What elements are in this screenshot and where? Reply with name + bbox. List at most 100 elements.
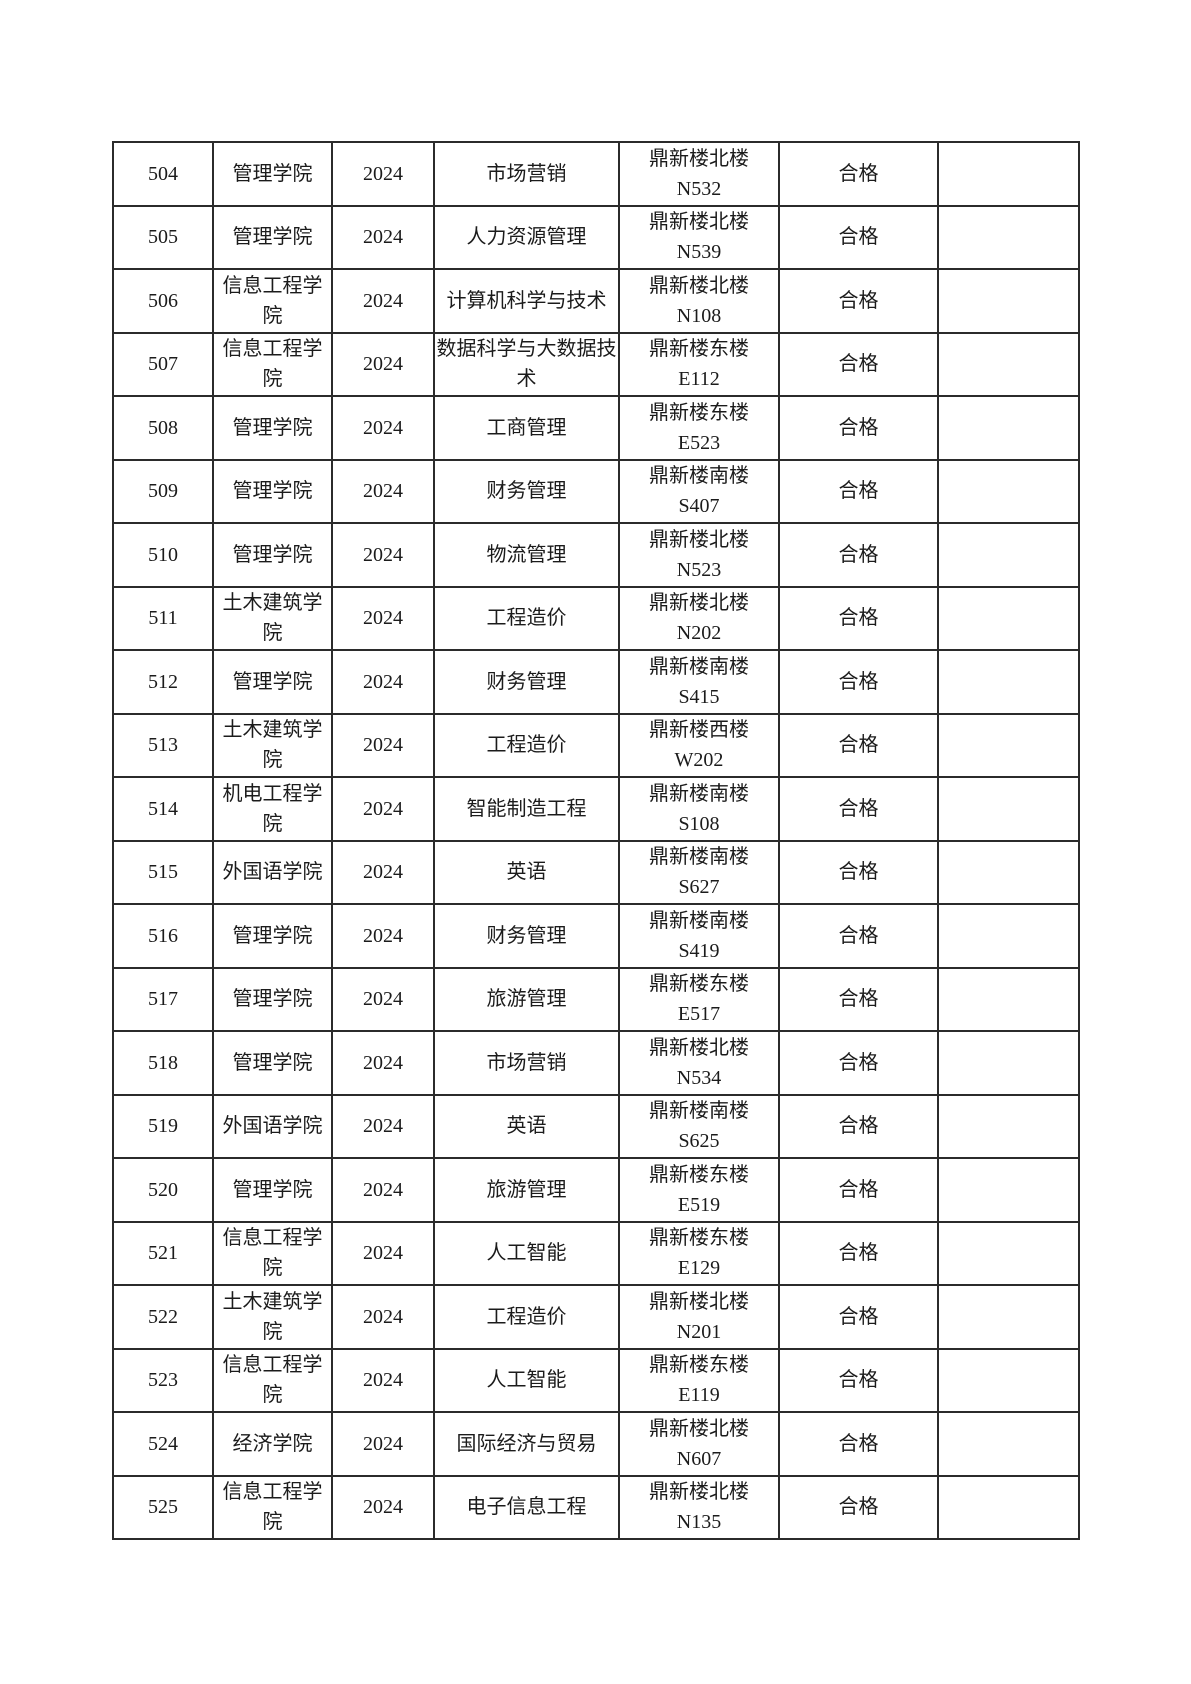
cell-result: 合格 (778, 712, 939, 778)
table-row: 507 信息工程学院 2024 数据科学与大数据技术 鼎新楼东楼 E112 合格 (112, 331, 1080, 397)
cell-note (937, 204, 1080, 270)
location-building: 鼎新楼西楼 (649, 719, 749, 742)
cell-result: 合格 (778, 1474, 939, 1540)
table-row: 518 管理学院 2024 市场营销 鼎新楼北楼 N534 合格 (112, 1030, 1080, 1096)
cell-college: 管理学院 (212, 649, 333, 715)
location-room: S627 (678, 876, 720, 899)
cell-year: 2024 (331, 585, 435, 651)
cell-major: 市场营销 (433, 141, 620, 207)
cell-note (937, 649, 1080, 715)
location-room: E523 (677, 431, 721, 454)
location-room: E519 (677, 1193, 721, 1216)
location-building: 鼎新楼北楼 (649, 528, 749, 551)
location-room: S407 (678, 495, 720, 518)
table-row: 515 外国语学院 2024 英语 鼎新楼南楼 S627 合格 (112, 839, 1080, 905)
location-room: S625 (678, 1130, 720, 1153)
cell-note (937, 839, 1080, 905)
cell-location: 鼎新楼北楼 N523 (618, 522, 780, 588)
location-room: E119 (678, 1384, 720, 1407)
table-row: 508 管理学院 2024 工商管理 鼎新楼东楼 E523 合格 (112, 395, 1080, 461)
cell-row-number: 508 (112, 395, 214, 461)
cell-college: 管理学院 (212, 1157, 333, 1223)
location-building: 鼎新楼南楼 (649, 655, 749, 678)
location-room: S415 (678, 685, 720, 708)
cell-location: 鼎新楼东楼 E112 (618, 331, 780, 397)
cell-major: 工程造价 (433, 585, 620, 651)
cell-row-number: 516 (112, 903, 214, 969)
cell-college: 信息工程学院 (212, 1347, 333, 1413)
cell-note (937, 1411, 1080, 1477)
cell-major: 财务管理 (433, 903, 620, 969)
cell-note (937, 1284, 1080, 1350)
cell-location: 鼎新楼东楼 E119 (618, 1347, 780, 1413)
cell-row-number: 524 (112, 1411, 214, 1477)
cell-result: 合格 (778, 458, 939, 524)
cell-college: 管理学院 (212, 966, 333, 1032)
cell-college: 管理学院 (212, 395, 333, 461)
cell-major: 智能制造工程 (433, 776, 620, 842)
cell-year: 2024 (331, 1093, 435, 1159)
cell-location: 鼎新楼南楼 S407 (618, 458, 780, 524)
cell-college: 管理学院 (212, 1030, 333, 1096)
cell-result: 合格 (778, 204, 939, 270)
table-row: 505 管理学院 2024 人力资源管理 鼎新楼北楼 N539 合格 (112, 204, 1080, 270)
cell-year: 2024 (331, 141, 435, 207)
cell-row-number: 505 (112, 204, 214, 270)
cell-year: 2024 (331, 395, 435, 461)
location-room: N539 (676, 241, 722, 264)
cell-result: 合格 (778, 141, 939, 207)
cell-year: 2024 (331, 1474, 435, 1540)
cell-college: 信息工程学院 (212, 1220, 333, 1286)
cell-row-number: 522 (112, 1284, 214, 1350)
table-row: 504 管理学院 2024 市场营销 鼎新楼北楼 N532 合格 (112, 141, 1080, 207)
cell-year: 2024 (331, 204, 435, 270)
cell-location: 鼎新楼北楼 N135 (618, 1474, 780, 1540)
cell-location: 鼎新楼东楼 E517 (618, 966, 780, 1032)
location-room: E129 (677, 1257, 721, 1280)
cell-note (937, 331, 1080, 397)
cell-college: 信息工程学院 (212, 1474, 333, 1540)
cell-row-number: 511 (112, 585, 214, 651)
results-table: 504 管理学院 2024 市场营销 鼎新楼北楼 N532 合格 505 管理学院 2024 人力资… (112, 141, 1080, 1540)
cell-note (937, 776, 1080, 842)
location-building: 鼎新楼南楼 (649, 1100, 749, 1123)
cell-location: 鼎新楼北楼 N201 (618, 1284, 780, 1350)
cell-year: 2024 (331, 331, 435, 397)
location-building: 鼎新楼北楼 (649, 211, 749, 234)
cell-college: 土木建筑学院 (212, 712, 333, 778)
cell-row-number: 507 (112, 331, 214, 397)
cell-location: 鼎新楼北楼 N108 (618, 268, 780, 334)
cell-year: 2024 (331, 966, 435, 1032)
cell-row-number: 515 (112, 839, 214, 905)
cell-result: 合格 (778, 839, 939, 905)
cell-location: 鼎新楼西楼 W202 (618, 712, 780, 778)
cell-major: 财务管理 (433, 649, 620, 715)
cell-note (937, 141, 1080, 207)
cell-year: 2024 (331, 1220, 435, 1286)
location-building: 鼎新楼东楼 (649, 973, 749, 996)
cell-location: 鼎新楼东楼 E523 (618, 395, 780, 461)
location-room: S419 (678, 939, 720, 962)
location-building: 鼎新楼南楼 (649, 909, 749, 932)
table-row: 512 管理学院 2024 财务管理 鼎新楼南楼 S415 合格 (112, 649, 1080, 715)
location-room: N534 (676, 1066, 722, 1089)
location-building: 鼎新楼南楼 (649, 846, 749, 869)
table-row: 520 管理学院 2024 旅游管理 鼎新楼东楼 E519 合格 (112, 1157, 1080, 1223)
location-room: N108 (676, 304, 722, 327)
results-table-body: 504 管理学院 2024 市场营销 鼎新楼北楼 N532 合格 505 管理学院 2024 人力资… (112, 141, 1080, 1540)
cell-note (937, 458, 1080, 524)
cell-college: 信息工程学院 (212, 331, 333, 397)
table-row: 517 管理学院 2024 旅游管理 鼎新楼东楼 E517 合格 (112, 966, 1080, 1032)
location-room: N202 (676, 622, 722, 645)
cell-college: 管理学院 (212, 522, 333, 588)
table-row: 519 外国语学院 2024 英语 鼎新楼南楼 S625 合格 (112, 1093, 1080, 1159)
table-row: 524 经济学院 2024 国际经济与贸易 鼎新楼北楼 N607 合格 (112, 1411, 1080, 1477)
cell-college: 外国语学院 (212, 1093, 333, 1159)
location-building: 鼎新楼东楼 (649, 1163, 749, 1186)
cell-note (937, 522, 1080, 588)
location-building: 鼎新楼北楼 (649, 1036, 749, 1059)
cell-note (937, 1030, 1080, 1096)
cell-note (937, 903, 1080, 969)
cell-row-number: 514 (112, 776, 214, 842)
